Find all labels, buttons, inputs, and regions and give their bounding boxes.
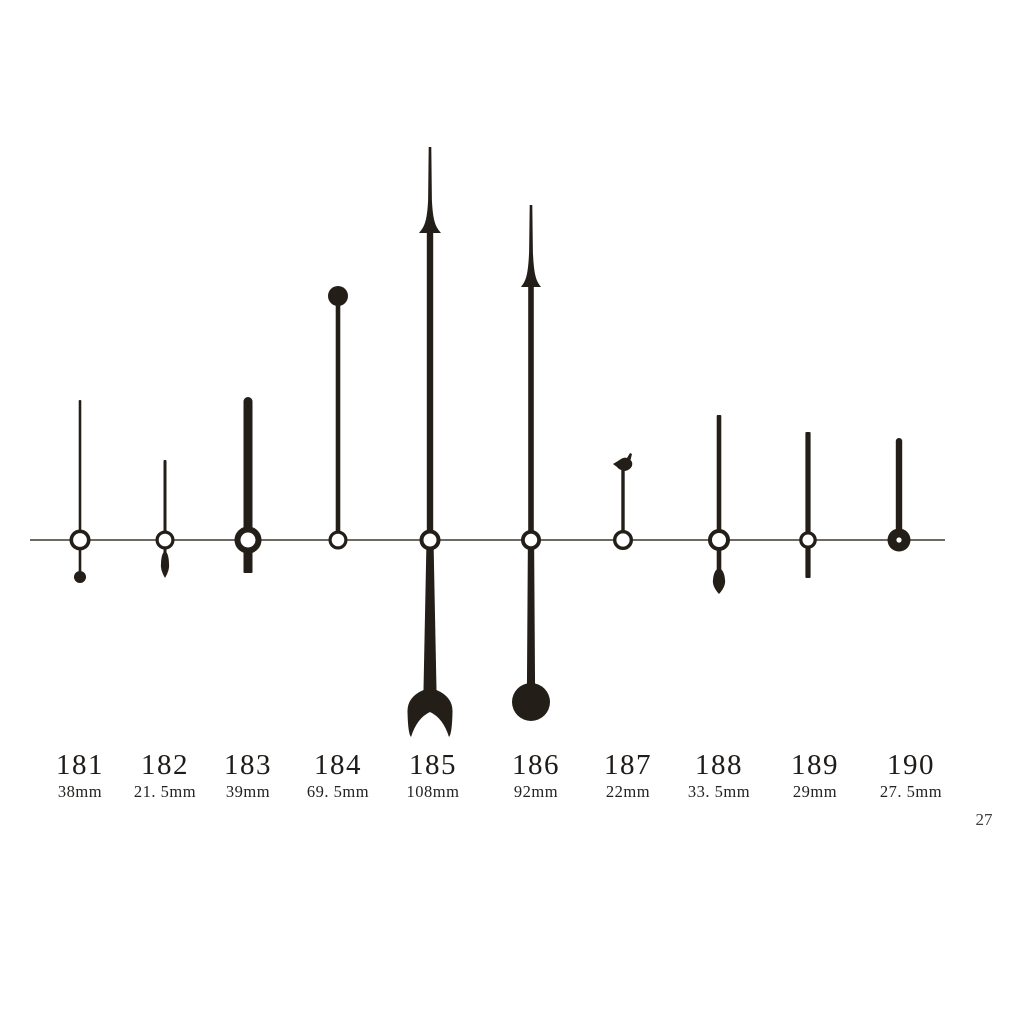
hub-ring-icon bbox=[155, 530, 175, 550]
hand-188-graphic bbox=[708, 415, 730, 594]
hand-stem bbox=[243, 397, 253, 540]
hand-stem bbox=[621, 469, 625, 540]
hub-ring-icon bbox=[521, 530, 542, 551]
hand-stem bbox=[426, 231, 434, 540]
hand-182-graphic bbox=[155, 460, 175, 578]
hub-ring-icon bbox=[69, 529, 91, 551]
page-number: 27 bbox=[975, 810, 993, 829]
tail-stick bbox=[716, 540, 722, 572]
hand-181-graphic bbox=[69, 400, 91, 583]
hub-ring-icon bbox=[799, 531, 817, 549]
hand-186-graphic bbox=[512, 205, 550, 721]
hand-stem bbox=[528, 285, 534, 540]
hub-ring-icon bbox=[613, 530, 634, 551]
arrow-tip-icon bbox=[521, 205, 541, 287]
hand-stem bbox=[895, 438, 903, 540]
hand-185-graphic bbox=[407, 147, 453, 737]
hub-ring-icon bbox=[234, 526, 262, 554]
hand-stem bbox=[335, 296, 341, 540]
tail-spade-icon bbox=[160, 551, 170, 578]
tail-crescent-icon bbox=[407, 540, 453, 737]
hub-ring-icon bbox=[328, 530, 348, 550]
tail-ball-icon bbox=[512, 683, 550, 721]
hand-190-graphic bbox=[887, 438, 911, 552]
tail-stick bbox=[78, 540, 82, 577]
hand-183-graphic bbox=[234, 397, 262, 573]
hand-187-graphic bbox=[613, 453, 634, 551]
tail-spade-icon bbox=[712, 568, 726, 594]
tail-ball-icon bbox=[74, 571, 86, 583]
hand-stem bbox=[805, 432, 811, 540]
tail-stick bbox=[805, 540, 811, 578]
hand-stem bbox=[78, 400, 82, 540]
hub-ring-icon bbox=[708, 529, 730, 551]
arrow-tip-icon bbox=[419, 147, 441, 233]
bird-finial-icon bbox=[613, 453, 633, 471]
hand-189-graphic bbox=[799, 432, 817, 578]
hand-184-graphic bbox=[328, 286, 348, 550]
hand-stem bbox=[163, 460, 167, 540]
tail-stick bbox=[526, 540, 536, 692]
hub-ring-icon bbox=[419, 529, 441, 551]
hub-hole-icon bbox=[896, 537, 902, 543]
hand-stem bbox=[716, 415, 722, 540]
